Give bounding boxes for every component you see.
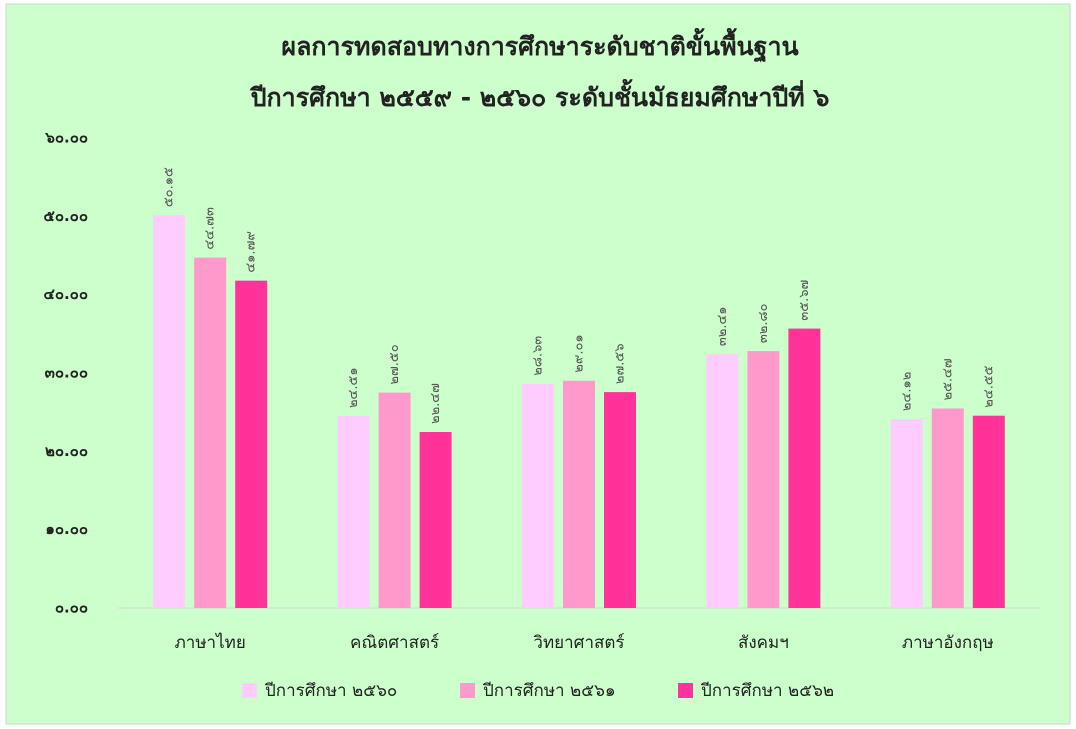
bar bbox=[931, 408, 964, 608]
bar bbox=[563, 380, 595, 608]
x-tick-label: สังคมฯ bbox=[738, 633, 789, 653]
value-label: ๒๕.๔๗ bbox=[940, 358, 955, 400]
bar bbox=[890, 419, 923, 608]
value-label: ๒๔.๕๕ bbox=[981, 365, 996, 407]
bar bbox=[194, 257, 227, 608]
y-tick-label: ๐.๐๐ bbox=[55, 599, 88, 617]
value-label: ๓๕.๖๗ bbox=[797, 280, 812, 321]
value-label: ๒๙.๐๑ bbox=[572, 334, 587, 372]
bar bbox=[706, 354, 739, 608]
y-tick-label: ๓๐.๐๐ bbox=[45, 364, 88, 382]
bar bbox=[337, 416, 370, 608]
value-label: ๔๑.๗๙ bbox=[244, 231, 259, 273]
legend-swatch bbox=[460, 683, 475, 698]
bar bbox=[522, 383, 554, 608]
y-tick-label: ๑๐.๐๐ bbox=[45, 520, 88, 538]
value-label: ๕๐.๑๕ bbox=[162, 167, 177, 207]
x-tick-label: วิทยาศาสตร์ bbox=[533, 633, 625, 653]
y-tick-label: ๖๐.๐๐ bbox=[44, 129, 88, 147]
y-tick-label: ๕๐.๐๐ bbox=[43, 207, 88, 225]
bar bbox=[604, 392, 636, 608]
bar bbox=[788, 328, 821, 608]
value-label: ๒๘.๖๓ bbox=[531, 336, 546, 376]
value-label: ๔๔.๗๓ bbox=[203, 207, 218, 250]
value-label: ๒๗.๕๖ bbox=[613, 344, 628, 385]
legend-label: ปีการศึกษา ๒๕๖๐ bbox=[264, 681, 397, 701]
bar bbox=[378, 392, 411, 608]
bar bbox=[972, 415, 1005, 608]
y-tick-label: ๒๐.๐๐ bbox=[45, 442, 88, 460]
legend-label: ปีการศึกษา ๒๕๖๑ bbox=[482, 681, 616, 701]
bar bbox=[419, 431, 452, 608]
y-tick-label: ๔๐.๐๐ bbox=[43, 285, 88, 303]
value-label: ๓๒.๘๐ bbox=[756, 303, 771, 343]
bar bbox=[153, 215, 186, 609]
legend-swatch bbox=[242, 683, 257, 698]
x-tick-label: ภาษาอังกฤษ bbox=[902, 633, 994, 653]
bar bbox=[747, 351, 780, 608]
chart-subtitle: ปีการศึกษา ๒๕๕๙ - ๒๕๖๐ ระดับชั้นมัธยมศึก… bbox=[249, 78, 829, 112]
value-label: ๒๒.๔๗ bbox=[428, 383, 443, 424]
value-label: ๒๗.๕๐ bbox=[387, 344, 402, 384]
legend-label: ปีการศึกษา ๒๕๖๒ bbox=[700, 681, 834, 701]
x-tick-label: ภาษาไทย bbox=[175, 632, 246, 653]
legend-swatch bbox=[678, 683, 693, 698]
value-label: ๒๔.๑๒ bbox=[899, 372, 914, 411]
x-tick-label: คณิตศาสตร์ bbox=[350, 633, 439, 653]
value-label: ๓๒.๔๑ bbox=[715, 306, 730, 346]
chart-title: ผลการทดสอบทางการศึกษาระดับชาติขั้นพื้นฐา… bbox=[281, 27, 798, 63]
value-label: ๒๔.๕๑ bbox=[346, 367, 361, 408]
bar bbox=[235, 280, 268, 608]
